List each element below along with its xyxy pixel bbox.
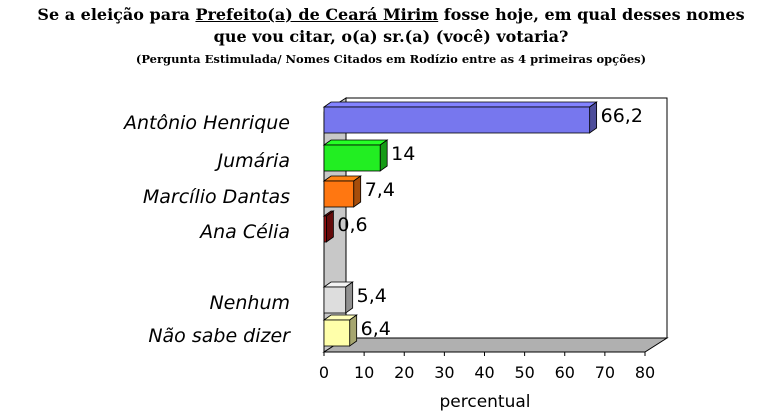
title-line-1: Se a eleição para Prefeito(a) de Ceará M… [0,4,782,26]
bar-end-5 [349,314,358,347]
title-pre: Se a eleição para [37,5,196,24]
x-tick-label-1: 10 [354,363,374,382]
x-tick-label-3: 30 [434,363,454,382]
category-label-2: Marcílio Dantas [143,186,290,208]
bar-value-label-5: 6,4 [361,318,391,340]
x-tick-label-5: 50 [514,363,534,382]
bar-value-label-0: 66,2 [601,105,643,127]
bar-value-label-4: 5,4 [357,285,387,307]
floor [322,337,669,353]
bar-value-label-3: 0,6 [337,214,367,236]
bar-top-1 [322,139,389,146]
x-tick-label-2: 20 [394,363,414,382]
bar-0 [323,106,591,134]
category-label-5: Não sabe dizer [148,325,291,347]
x-tick-label-7: 70 [595,363,615,382]
title-line-2: que vou citar, o(a) sr.(a) (você) votari… [213,27,569,46]
category-label-1: Jumária [213,150,290,172]
category-label-0: Antônio Henrique [122,112,290,134]
bar-end-2 [353,175,362,208]
x-tick-label-8: 80 [635,363,655,382]
bar-end-4 [345,281,354,314]
chart-title: Se a eleição para Prefeito(a) de Ceará M… [0,4,782,48]
x-tick-label-4: 40 [474,363,494,382]
category-label-4: Nenhum [209,292,290,314]
bar-value-label-2: 7,4 [365,179,395,201]
bar-5 [323,319,351,347]
bar-2 [323,180,355,208]
bar-end-3 [326,210,334,243]
title-underlined: Prefeito(a) de Ceará Mirim [195,5,439,24]
x-axis-label: percentual [439,392,530,412]
title-post: fosse hoje, em qual desses nomes [438,5,745,24]
bar-top-0 [322,101,598,108]
x-tick-label-6: 60 [555,363,575,382]
category-label-3: Ana Célia [198,221,290,243]
bar-3 [323,215,327,243]
bar-end-1 [379,139,388,172]
chart-subtitle: (Pergunta Estimulada/ Nomes Citados em R… [135,52,647,66]
bar-4 [323,286,347,314]
bar-value-label-1: 14 [391,143,415,165]
bar-1 [323,144,381,172]
back-wall [345,97,668,339]
x-tick-label-0: 0 [319,363,329,382]
bar-end-0 [589,101,598,134]
